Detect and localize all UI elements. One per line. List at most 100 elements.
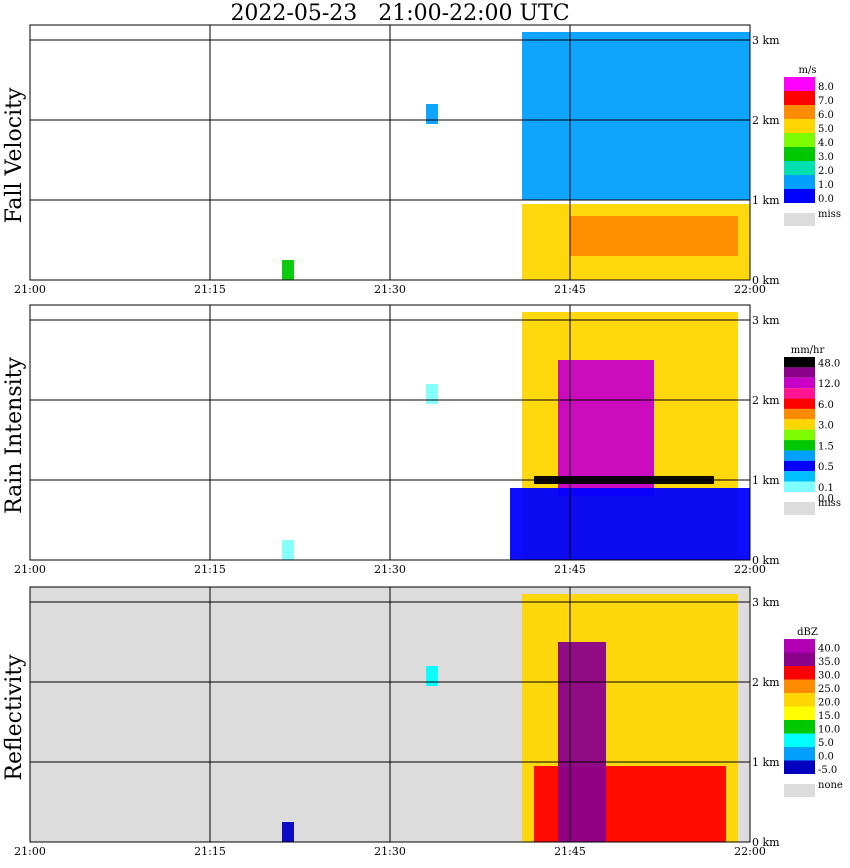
y-tick-label: 2 km xyxy=(752,394,780,407)
legend-swatch xyxy=(784,175,815,189)
echo-near-ground-speck xyxy=(282,260,294,280)
legend-label: 3.0 xyxy=(818,152,834,163)
legend-swatch xyxy=(784,679,815,693)
legend-label: 2.0 xyxy=(818,166,834,177)
legend-swatch xyxy=(784,77,815,91)
legend-missing-label: miss xyxy=(818,209,841,220)
x-tick-label: 21:45 xyxy=(554,563,586,576)
legend-swatch xyxy=(784,388,815,399)
legend-label: 7.0 xyxy=(818,96,834,107)
echo-isolated-top xyxy=(426,104,438,124)
legend-label: 10.0 xyxy=(818,725,840,736)
legend-label: 1.0 xyxy=(818,180,834,191)
x-tick-label: 21:30 xyxy=(374,845,406,858)
legend-label: 0.0 xyxy=(818,493,834,504)
legend-swatch xyxy=(784,440,815,451)
legend-swatch xyxy=(784,471,815,482)
legend-swatch xyxy=(784,367,815,378)
legend-swatch xyxy=(784,639,815,653)
legend-label: 3.0 xyxy=(818,421,834,432)
y-tick-label: 2 km xyxy=(752,676,780,689)
panel-1: 21:00 21:15 21:30 21:45 22:000 km 1 km 2 km 3 k… xyxy=(2,304,841,576)
legend-label: 5.0 xyxy=(818,124,834,135)
x-tick-label: 22:00 xyxy=(734,563,766,576)
legend-swatch xyxy=(784,357,815,368)
legend-swatch xyxy=(784,450,815,461)
legend-unit: m/s xyxy=(799,65,817,76)
legend-label: 0.5 xyxy=(818,462,834,473)
legend-swatch xyxy=(784,720,815,734)
legend-swatch xyxy=(784,429,815,441)
echo-upper-echo xyxy=(522,32,750,200)
panel-ylabel: Rain Intensity xyxy=(2,356,27,513)
legend-swatch xyxy=(784,161,815,175)
legend-missing-swatch xyxy=(784,213,815,226)
legend-swatch xyxy=(784,119,815,133)
x-tick-label: 22:00 xyxy=(734,283,766,296)
y-tick-label: 2 km xyxy=(752,114,780,127)
legend-unit: dBZ xyxy=(797,627,818,638)
panel-ylabel: Fall Velocity xyxy=(2,87,27,223)
legend-missing-swatch xyxy=(784,784,815,797)
echo-isolated-top xyxy=(426,666,438,686)
legend-label: 6.0 xyxy=(818,110,834,121)
legend-swatch xyxy=(784,760,815,774)
y-tick-label: 1 km xyxy=(752,474,780,487)
legend-label: 8.0 xyxy=(818,82,834,93)
legend-label: 5.0 xyxy=(818,738,834,749)
echo-deep-core xyxy=(558,642,606,842)
legend-label: 20.0 xyxy=(818,698,840,709)
legend-swatch xyxy=(784,133,815,147)
echo-isolated-top xyxy=(426,384,438,404)
x-tick-label: 21:30 xyxy=(374,563,406,576)
legend-label: 12.0 xyxy=(818,379,840,390)
x-tick-label: 21:30 xyxy=(374,283,406,296)
legend-swatch xyxy=(784,419,815,430)
y-tick-label: 0 km xyxy=(752,274,780,287)
legend-swatch xyxy=(784,747,815,761)
y-tick-label: 1 km xyxy=(752,194,780,207)
x-tick-label: 22:00 xyxy=(734,845,766,858)
legend-label: 0.0 xyxy=(818,752,834,763)
x-tick-label: 21:00 xyxy=(14,563,46,576)
plot-frame xyxy=(29,304,751,561)
legend-label: -5.0 xyxy=(818,765,837,776)
x-tick-label: 21:15 xyxy=(194,845,226,858)
y-tick-label: 3 km xyxy=(752,34,780,47)
legend-label: 35.0 xyxy=(818,657,840,668)
legend-swatch xyxy=(784,693,815,707)
x-tick-label: 21:45 xyxy=(554,845,586,858)
x-tick-label: 21:00 xyxy=(14,845,46,858)
plot-frame xyxy=(29,24,751,281)
legend-swatch xyxy=(784,189,815,203)
legend-swatch xyxy=(784,147,815,161)
legend-label: 48.0 xyxy=(818,358,840,369)
legend-unit: mm/hr xyxy=(791,345,825,356)
y-tick-label: 0 km xyxy=(752,554,780,567)
legend-label: 30.0 xyxy=(818,671,840,682)
legend-label: 6.0 xyxy=(818,400,834,411)
echo-core xyxy=(570,216,738,256)
echo-near-ground-speck xyxy=(282,822,294,842)
chart-title: 2022-05-23 21:00-22:00 UTC xyxy=(230,1,570,26)
legend-swatch xyxy=(784,733,815,747)
legend-swatch xyxy=(784,91,815,105)
legend-swatch xyxy=(784,408,815,420)
legend-missing-label: none xyxy=(818,780,843,791)
panel-0: 21:00 21:15 21:30 21:45 22:000 km 1 km 2 km 3 k… xyxy=(2,24,841,296)
legend-label: 25.0 xyxy=(818,684,840,695)
echo-near-ground-speck xyxy=(282,540,294,560)
x-tick-label: 21:45 xyxy=(554,283,586,296)
y-tick-label: 3 km xyxy=(752,596,780,609)
panel-ylabel: Reflectivity xyxy=(2,654,27,781)
echo-low-drizzle xyxy=(510,488,750,560)
legend-swatch xyxy=(784,666,815,680)
legend-swatch xyxy=(784,105,815,119)
legend-label: 0.1 xyxy=(818,483,834,494)
legend-label: 1.5 xyxy=(818,441,834,452)
legend-swatch xyxy=(784,398,815,409)
y-tick-label: 0 km xyxy=(752,836,780,849)
legend-label: 40.0 xyxy=(818,644,840,655)
legend-swatch xyxy=(784,706,815,720)
